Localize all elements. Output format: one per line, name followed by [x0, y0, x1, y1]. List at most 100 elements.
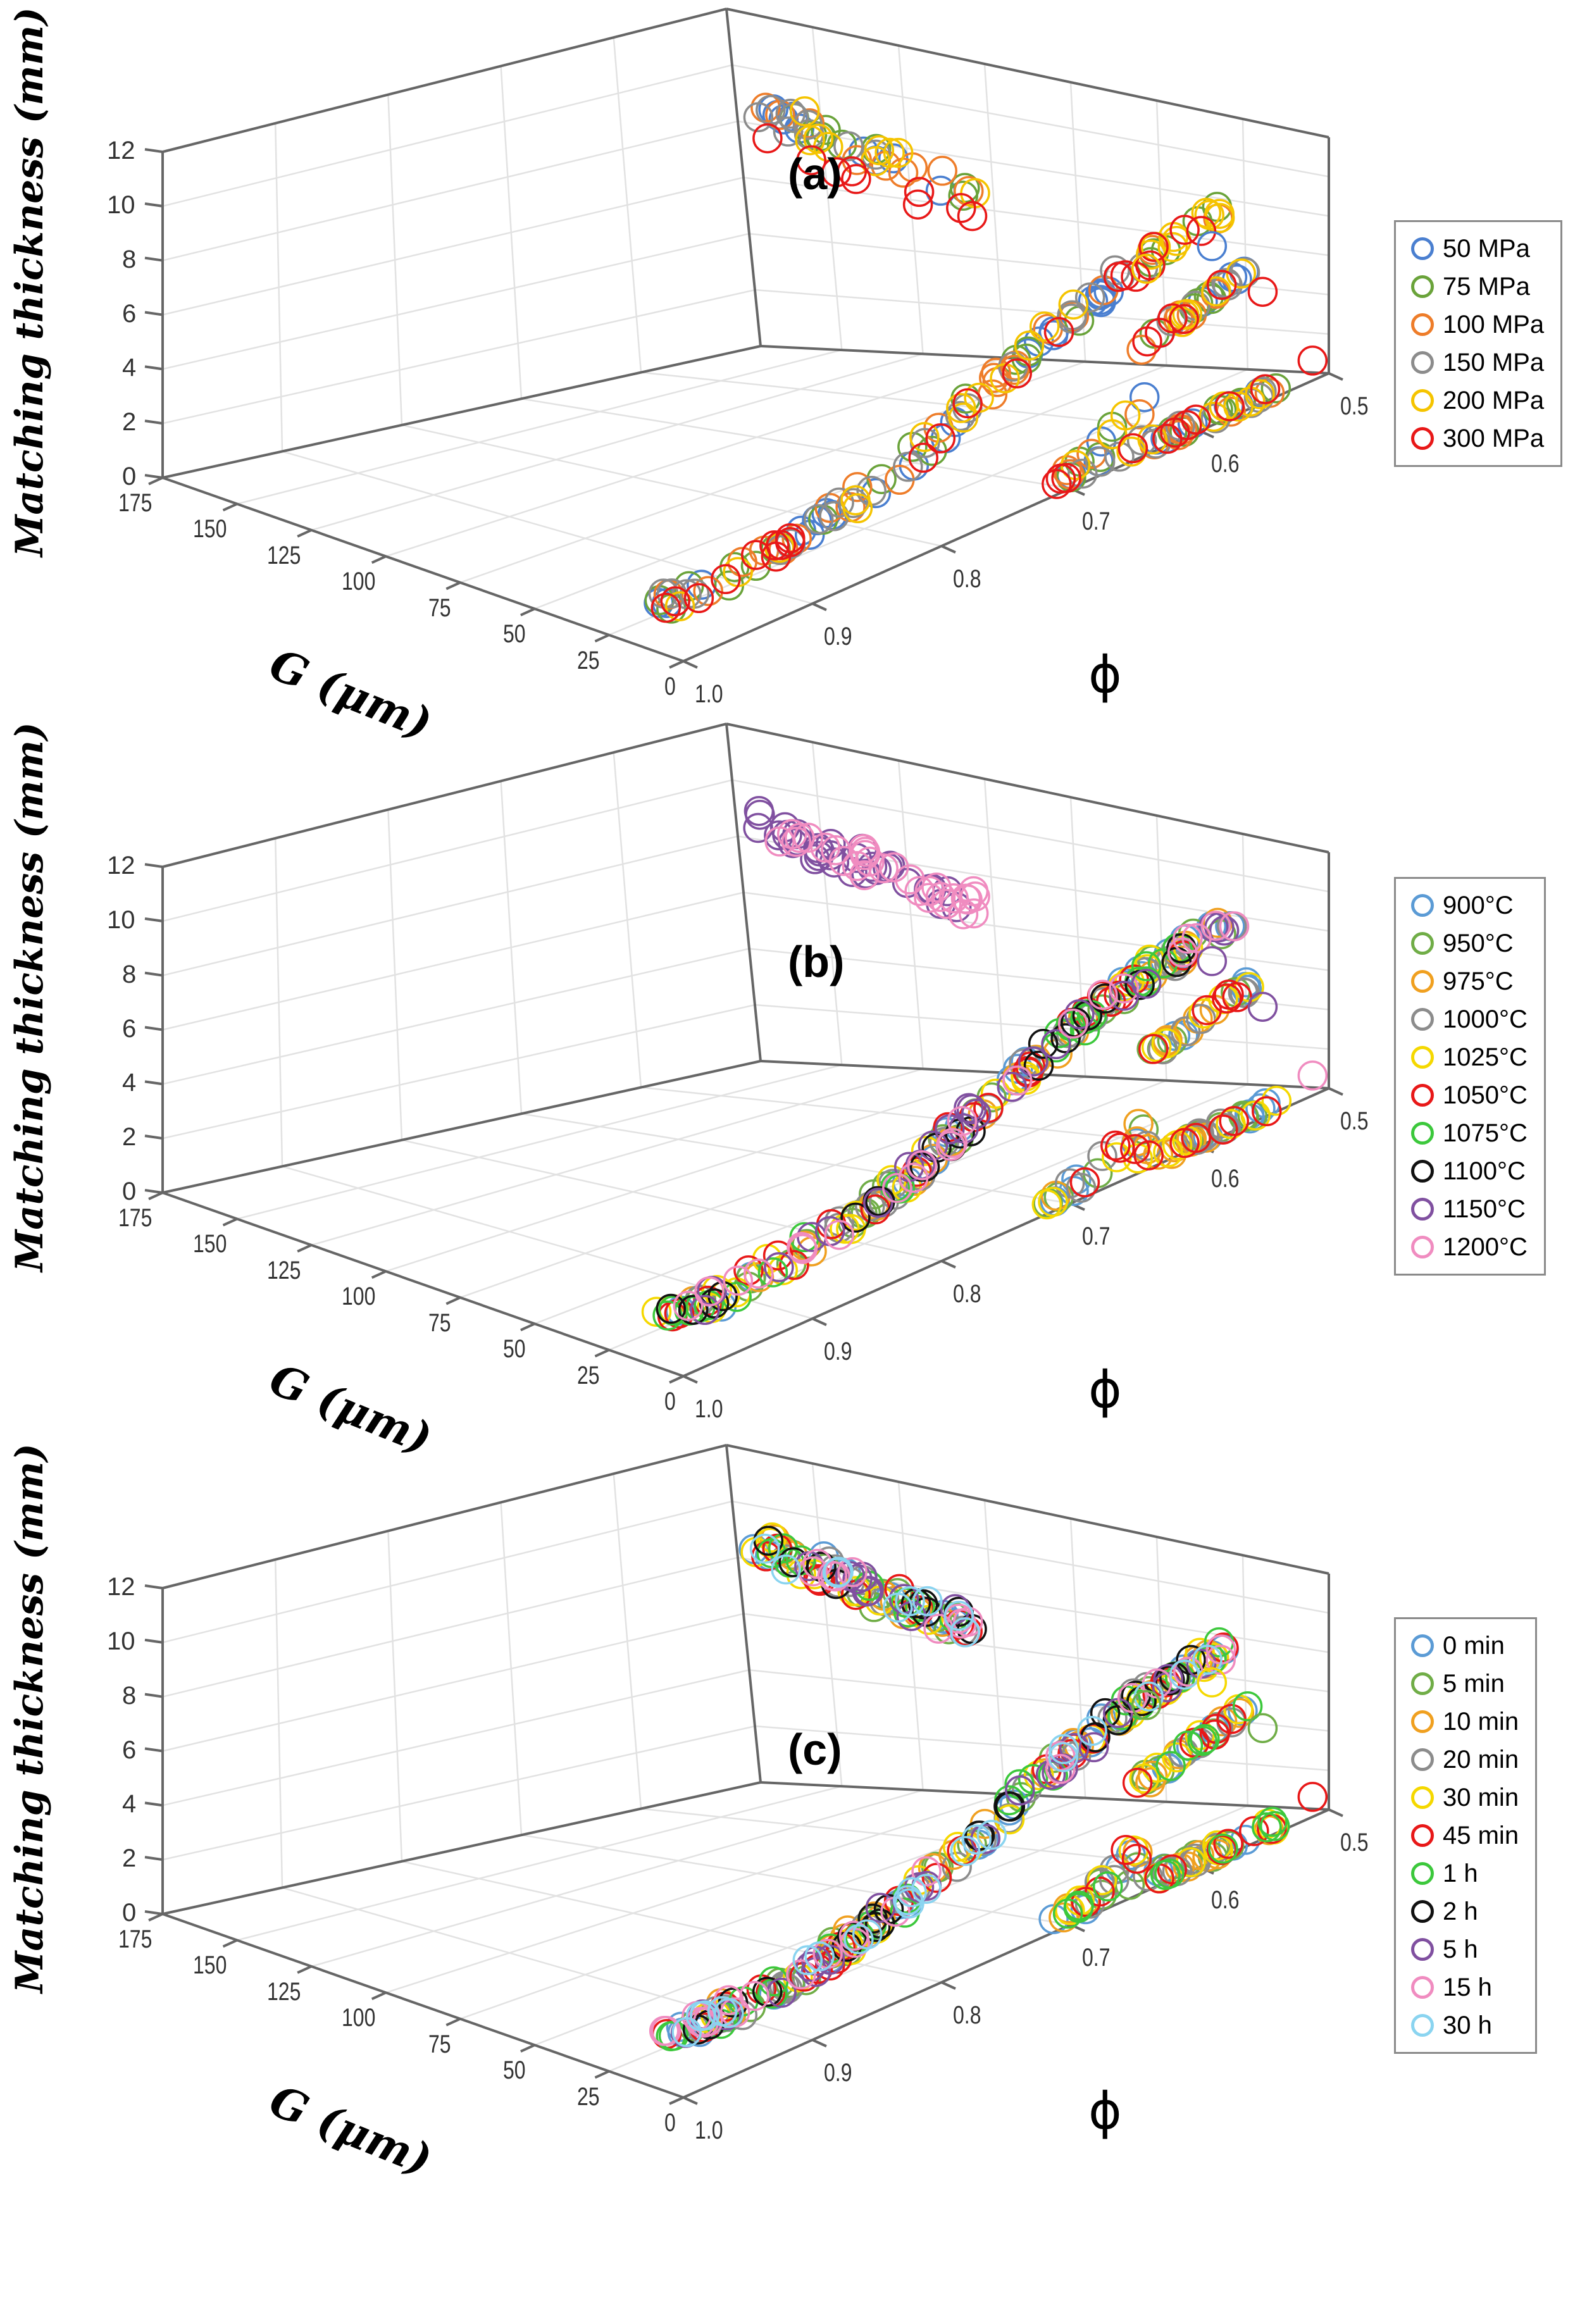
data-point: [907, 1589, 938, 1620]
data-point: [1078, 1724, 1109, 1754]
phi-tick-label: 0.7: [1082, 507, 1111, 535]
data-point: [1066, 1172, 1097, 1203]
g-tick-label: 125: [267, 541, 301, 569]
gridline-phi: [500, 1502, 523, 1836]
data-point: [1023, 1050, 1054, 1081]
data-point: [1085, 447, 1116, 477]
gridline-phi: [387, 1531, 403, 1861]
box-edge: [162, 1781, 761, 1915]
gridline-g: [311, 353, 923, 531]
data-point: [937, 1128, 968, 1159]
data-point: [1088, 979, 1118, 1010]
data-point: [786, 1959, 816, 1990]
data-point: [1138, 1034, 1169, 1064]
legend-label: 30 h: [1443, 2011, 1492, 2039]
phi-axis-title: ϕ: [1088, 2082, 1122, 2141]
data-point: [1103, 261, 1134, 292]
gridline-phi: [640, 371, 1200, 432]
legend-item: 10 min: [1411, 1703, 1519, 1741]
data-point: [794, 108, 825, 139]
g-axis-line: [162, 476, 684, 662]
data-point: [908, 442, 938, 473]
data-point: [775, 1968, 806, 1998]
gridline-z: [162, 120, 738, 261]
legend-circle-marker-icon: [1411, 389, 1434, 412]
data-point: [950, 1836, 981, 1867]
data-point: [897, 432, 928, 462]
legend-item: 30 h: [1411, 2006, 1519, 2044]
data-point: [824, 487, 854, 518]
data-point: [1169, 304, 1199, 334]
data-point: [1157, 1854, 1187, 1885]
legend-label: 1 h: [1443, 1859, 1478, 1887]
data-point: [837, 1557, 868, 1588]
data-point: [785, 823, 815, 854]
box-edge: [162, 345, 761, 479]
legend-item: 200 MPa: [1411, 382, 1544, 419]
box-edge: [726, 8, 1329, 139]
g-tick-label: 150: [192, 1951, 227, 1980]
data-point: [1145, 318, 1175, 348]
data-point: [1153, 1137, 1183, 1167]
data-point: [1111, 1835, 1141, 1865]
gridline-z: [731, 64, 1329, 178]
data-point: [850, 840, 880, 871]
data-point: [773, 116, 804, 147]
z-axis-title: Matching thickness (mm): [8, 7, 52, 557]
g-tick: [520, 607, 535, 616]
phi-tick: [1328, 1087, 1343, 1096]
data-point: [641, 1296, 672, 1327]
outlier-point: [1197, 946, 1228, 976]
data-point: [909, 421, 940, 452]
legend-circle-marker-icon: [1411, 275, 1434, 298]
data-point: [979, 363, 1009, 393]
gridline-phi: [282, 451, 813, 605]
data-point: [789, 96, 820, 127]
gridline-z: [162, 64, 733, 208]
data-point: [904, 177, 935, 208]
gridline-z: [162, 1004, 756, 1140]
legend-item: 75 MPa: [1411, 268, 1544, 306]
data-point: [678, 1295, 709, 1325]
outlier-point: [1197, 231, 1228, 261]
phi-tick-label: 1.0: [695, 1395, 723, 1423]
legend-label: 30 min: [1443, 1783, 1519, 1811]
data-point: [1005, 1775, 1035, 1806]
data-point: [823, 1557, 854, 1587]
data-point: [820, 1561, 850, 1592]
data-point: [842, 1563, 873, 1594]
gridline-phi: [401, 424, 942, 547]
gridline-g: [385, 1793, 1005, 1994]
legend-circle-marker-icon: [1411, 2014, 1434, 2037]
legend-label: 2 h: [1443, 1897, 1478, 1925]
legend-circle-marker-icon: [1411, 1748, 1434, 1771]
g-tick-label: 125: [267, 1977, 301, 2006]
data-point: [821, 157, 852, 187]
g-tick: [371, 555, 387, 564]
data-point: [958, 876, 989, 907]
data-point: [1100, 1130, 1131, 1161]
data-point: [1152, 423, 1183, 454]
plot-area: [144, 723, 1343, 1384]
data-point: [952, 388, 983, 419]
legend-label: 150 MPa: [1443, 348, 1545, 376]
g-tick: [594, 2070, 610, 2079]
phi-tick: [683, 2096, 698, 2105]
data-point: [1002, 358, 1032, 388]
gridline-g: [1242, 118, 1248, 370]
data-point: [874, 137, 905, 168]
outlier-point: [1247, 277, 1278, 307]
data-point: [1121, 1843, 1152, 1874]
data-point: [743, 102, 774, 133]
data-point: [1184, 1840, 1214, 1870]
data-point: [660, 586, 690, 617]
gridline-phi: [274, 1559, 283, 1888]
legend-circle-marker-icon: [1411, 1008, 1434, 1031]
legend-circle-marker-icon: [1411, 1786, 1434, 1809]
data-point: [1041, 1029, 1071, 1060]
phi-axis-title: ϕ: [1088, 1360, 1122, 1419]
data-point: [958, 898, 989, 929]
data-point: [1067, 458, 1098, 489]
phi-tick: [812, 2039, 827, 2047]
data-point: [921, 1863, 952, 1893]
